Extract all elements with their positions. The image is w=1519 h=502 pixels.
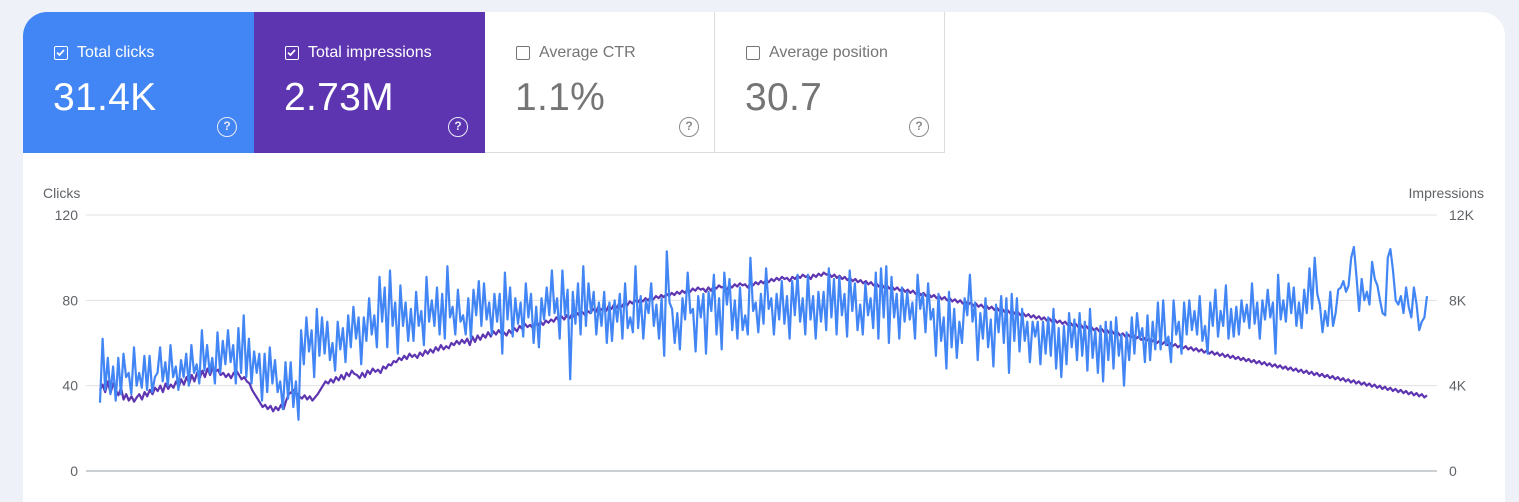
checkbox-unchecked-icon[interactable] xyxy=(746,46,760,60)
metric-label: Average position xyxy=(769,44,888,61)
left-tick-label: 120 xyxy=(55,207,79,223)
metric-average-ctr[interactable]: Average CTR 1.1% ? xyxy=(485,12,715,153)
performance-card: Total clicks 31.4K ? Total impressions 2… xyxy=(23,12,1505,502)
metric-value: 2.73M xyxy=(284,76,394,119)
help-circle-icon[interactable]: ? xyxy=(679,117,699,137)
left-tick-label: 40 xyxy=(62,378,78,394)
checkbox-checked-icon[interactable] xyxy=(285,46,299,60)
metric-value: 30.7 xyxy=(745,76,823,119)
help-circle-icon[interactable]: ? xyxy=(448,117,468,137)
metric-value: 1.1% xyxy=(515,76,606,119)
metric-label: Average CTR xyxy=(539,44,636,61)
checkbox-unchecked-icon[interactable] xyxy=(516,46,530,60)
left-tick-label: 80 xyxy=(62,292,78,308)
series-line-impressions xyxy=(99,271,1428,413)
right-tick-label: 12K xyxy=(1449,207,1475,223)
right-tick-label: 8K xyxy=(1449,292,1467,308)
performance-chart: Clicks Impressions 120 12K 80 8K 40 4K 0 0 xyxy=(43,185,1484,479)
checkbox-checked-icon[interactable] xyxy=(54,46,68,60)
series-line-clicks xyxy=(98,245,1429,421)
chart-grid xyxy=(86,214,1437,472)
help-circle-icon[interactable]: ? xyxy=(217,117,237,137)
right-tick-label: 4K xyxy=(1449,378,1467,394)
left-axis-title: Clicks xyxy=(43,185,80,201)
metric-total-clicks[interactable]: Total clicks 31.4K ? xyxy=(23,12,254,153)
right-axis-title: Impressions xyxy=(1409,185,1484,201)
metric-label: Total impressions xyxy=(308,44,432,61)
metric-total-impressions[interactable]: Total impressions 2.73M ? xyxy=(254,12,485,153)
left-tick-label: 0 xyxy=(70,463,78,479)
right-tick-label: 0 xyxy=(1449,463,1457,479)
metric-value: 31.4K xyxy=(53,76,157,119)
help-circle-icon[interactable]: ? xyxy=(909,117,929,137)
metric-tabs: Total clicks 31.4K ? Total impressions 2… xyxy=(23,12,945,153)
metric-label: Total clicks xyxy=(77,44,155,61)
metric-average-position[interactable]: Average position 30.7 ? xyxy=(715,12,945,153)
